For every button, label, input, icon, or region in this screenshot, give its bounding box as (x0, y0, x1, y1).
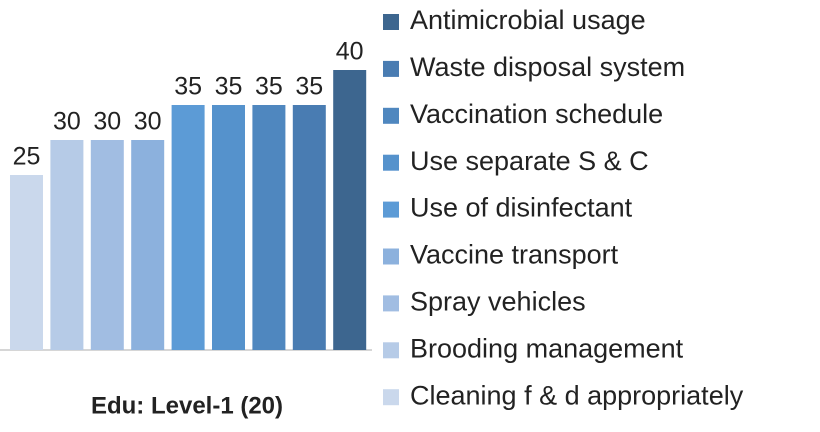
bar (252, 105, 286, 350)
legend-label: Antimicrobial usage (410, 5, 646, 35)
data-label: 40 (336, 38, 364, 66)
data-label: 35 (174, 73, 202, 101)
legend-label: Waste disposal system (410, 52, 685, 82)
data-label: 30 (93, 108, 121, 136)
data-label: 30 (134, 108, 162, 136)
legend-swatch (383, 201, 399, 218)
data-label: 25 (13, 143, 41, 171)
legend-label: Brooding management (410, 333, 684, 363)
legend-swatch (383, 107, 399, 124)
legend-label: Spray vehicles (410, 287, 586, 317)
bar (333, 70, 367, 350)
legend-swatch (383, 60, 399, 77)
data-label: 30 (53, 108, 81, 136)
bar (10, 175, 43, 350)
legend-swatch (383, 389, 399, 406)
bar (171, 105, 205, 350)
legend-swatch (383, 154, 399, 171)
legend-label: Use of disinfectant (410, 193, 633, 223)
legend-label: Vaccination schedule (410, 99, 663, 129)
legend-label: Vaccine transport (410, 240, 619, 270)
legend-label: Use separate S & C (410, 146, 649, 176)
bar (50, 140, 84, 350)
data-label: 35 (255, 73, 283, 101)
bar (90, 140, 124, 350)
bar (292, 105, 326, 350)
bar (131, 140, 165, 350)
legend-swatch (383, 342, 399, 359)
legend-swatch (383, 248, 399, 265)
legend-swatch (383, 14, 399, 30)
legend-label: Cleaning f & d appropriately (410, 380, 744, 410)
category-label: Edu: Level-1 (20) (91, 392, 283, 419)
data-label: 35 (215, 73, 243, 101)
legend-swatch (383, 295, 399, 312)
bar (212, 105, 245, 350)
data-label: 35 (295, 73, 323, 101)
